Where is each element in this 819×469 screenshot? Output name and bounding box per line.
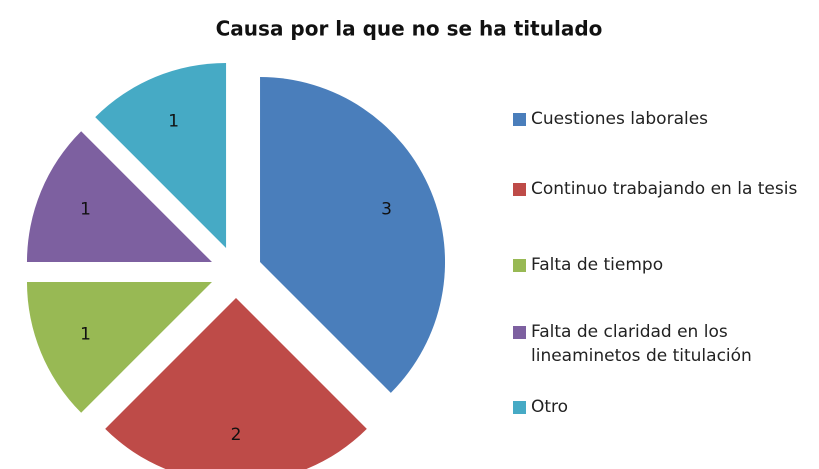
legend-swatch <box>513 326 526 339</box>
chart-title: Causa por la que no se ha titulado <box>216 17 603 41</box>
data-label: 1 <box>168 112 179 132</box>
legend-swatch <box>513 183 526 196</box>
pie-slice <box>26 131 212 263</box>
pie-slice <box>260 77 446 393</box>
pie-slice <box>26 281 212 413</box>
legend-item: Continuo trabajando en la tesis <box>513 177 813 201</box>
legend-swatch <box>513 113 526 126</box>
legend-label: Falta de claridad en los lineaminetos de… <box>531 322 752 366</box>
legend-item: Falta de claridad en los lineaminetos de… <box>513 320 813 368</box>
legend-item: Cuestiones laborales <box>513 107 813 131</box>
legend-item: Falta de tiempo <box>513 253 813 277</box>
pie-slice <box>95 62 227 248</box>
data-label: 2 <box>231 425 242 445</box>
data-label: 3 <box>381 200 392 220</box>
legend-swatch <box>513 401 526 414</box>
legend-label: Otro <box>531 397 569 417</box>
pie-slice <box>105 298 367 469</box>
legend-item: Otro <box>513 395 813 419</box>
legend-swatch <box>513 259 526 272</box>
data-label: 1 <box>80 200 91 220</box>
legend-label: Continuo trabajando en la tesis <box>531 179 798 199</box>
legend-label: Cuestiones laborales <box>531 109 709 129</box>
data-label: 1 <box>80 324 91 344</box>
legend-label: Falta de tiempo <box>531 255 664 275</box>
